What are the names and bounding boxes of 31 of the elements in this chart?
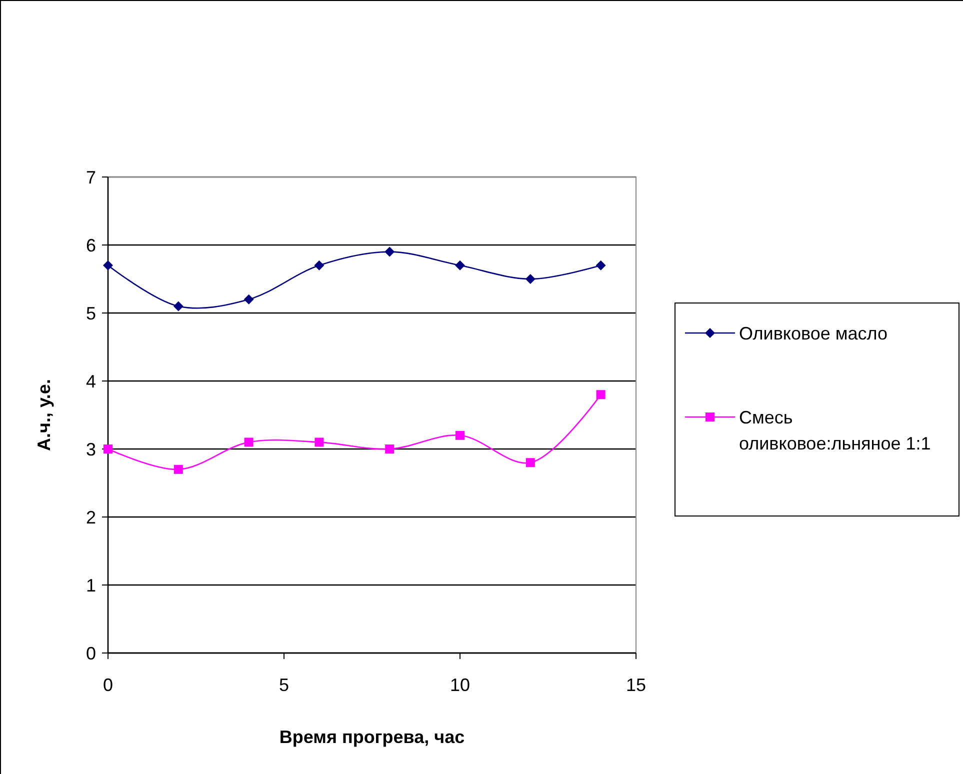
y-axis-title: А.ч., у.е. (34, 379, 54, 451)
point (384, 246, 395, 257)
point (103, 260, 113, 270)
point (314, 260, 324, 270)
y-tick-label: 5 (86, 303, 96, 324)
y-tick-label: 0 (86, 643, 96, 664)
point (244, 294, 254, 304)
y-tick-label: 1 (86, 575, 96, 596)
y-tick-label: 7 (86, 167, 96, 188)
x-tick-label: 0 (102, 675, 114, 695)
point (525, 274, 536, 284)
x-axis-title: Время прогрева, час (279, 727, 465, 747)
point (174, 464, 183, 474)
point (455, 260, 465, 270)
point (526, 458, 535, 468)
x-tick-label: 15 (626, 675, 646, 695)
y-tick-label: 6 (86, 235, 96, 256)
legend-label: Смесь оливковое:льняное 1:1 (739, 407, 931, 454)
x-tick-label: 5 (278, 675, 290, 695)
legend-label: Оливковое масло (739, 323, 888, 344)
x-tick-label: 10 (450, 675, 470, 695)
y-tick-label: 4 (86, 371, 96, 392)
y-tick-label: 2 (86, 507, 96, 528)
point (596, 260, 606, 270)
point (385, 444, 394, 454)
point (314, 438, 324, 447)
y-tick-label: 3 (86, 439, 96, 460)
point (456, 430, 464, 440)
point (244, 438, 254, 447)
point (173, 301, 184, 312)
point (596, 390, 606, 400)
